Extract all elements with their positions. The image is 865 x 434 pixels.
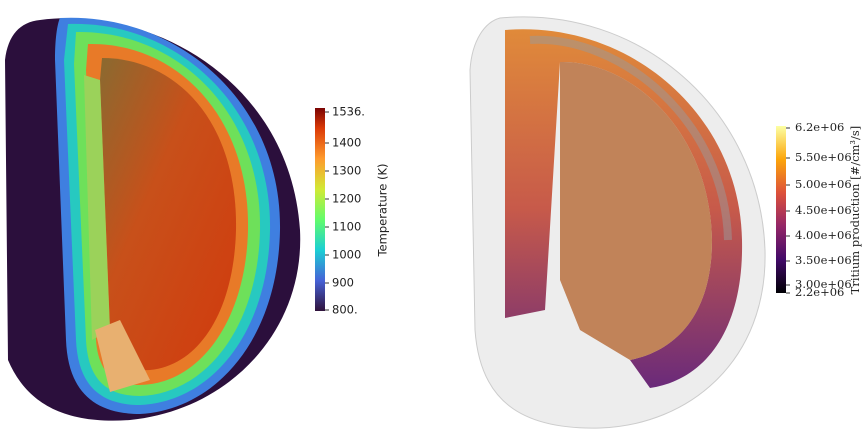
colorbar-tick-label: 1000 <box>332 248 361 262</box>
colorbar-tick-label: 1100 <box>332 220 361 234</box>
colorbar-tick-label: 5.50e+06 <box>795 150 852 164</box>
tritium-render <box>469 16 766 429</box>
temperature-render <box>5 17 301 421</box>
colorbar <box>776 126 786 293</box>
colorbar-title: Temperature (K) <box>376 163 390 257</box>
colorbar-title: Tritium production [#/cm³/s] <box>848 126 862 295</box>
colorbar-tick-label: 800. <box>332 303 358 317</box>
colorbar-tick-label: 3.00e+06 <box>795 277 852 291</box>
colorbar-tick-label: 1536. <box>332 105 365 119</box>
colorbar-tick-label: 5.00e+06 <box>795 177 852 191</box>
colorbar-tick-label: 1400 <box>332 136 361 150</box>
colorbar-tick-label: 4.50e+06 <box>795 203 852 217</box>
colorbar-tick-label: 6.2e+06 <box>795 120 844 134</box>
colorbar-tick-label: 1200 <box>332 192 361 206</box>
colorbar-tick-label: 4.00e+06 <box>795 228 852 242</box>
colorbar-tick-label: 3.50e+06 <box>795 253 852 267</box>
colorbar-tick-label: 900 <box>332 276 354 290</box>
colorbar-tick-label: 1300 <box>332 164 361 178</box>
colorbar-tick-label: 2.2e+06 <box>795 285 844 299</box>
colorbar <box>315 108 325 311</box>
